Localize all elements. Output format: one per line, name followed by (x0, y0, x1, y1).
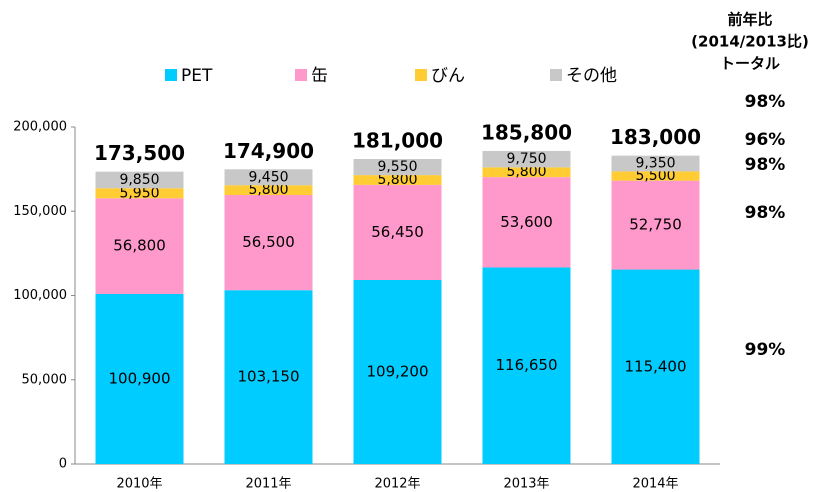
x-tick-label: 2010年 (116, 477, 162, 492)
value-label: 56,450 (371, 223, 424, 241)
bar-segment (482, 167, 571, 178)
bar-segment (224, 290, 313, 464)
y-tick-label: 100,000 (13, 288, 67, 303)
bar-segment (482, 177, 571, 268)
value-label: 52,750 (629, 216, 682, 234)
side-annotation: 98% (745, 92, 786, 112)
side-header: トータル (720, 55, 780, 73)
bar-segment (611, 155, 700, 172)
y-tick-label: 150,000 (13, 204, 67, 219)
value-label: 56,800 (113, 237, 166, 255)
legend-swatch (165, 69, 177, 81)
value-label: 116,650 (495, 356, 557, 374)
value-label: 5,800 (248, 182, 288, 198)
bar-segment (224, 194, 313, 291)
total-label: 183,000 (610, 125, 701, 149)
value-label: 53,600 (500, 213, 553, 231)
value-label: 5,800 (506, 164, 546, 180)
value-label: 103,150 (237, 368, 299, 386)
value-label: 9,350 (635, 156, 675, 172)
bar-segment (353, 175, 442, 185)
side-header: (2014/2013比) (691, 33, 809, 51)
value-label: 9,850 (119, 172, 159, 188)
bar-segment (611, 171, 700, 181)
y-tick-label: 50,000 (22, 372, 68, 387)
total-label: 174,900 (223, 139, 314, 163)
x-tick-label: 2012年 (374, 477, 420, 492)
value-label: 109,200 (366, 362, 428, 380)
value-label: 100,900 (108, 369, 170, 387)
bar-segment (482, 150, 571, 168)
value-label: 9,750 (506, 151, 546, 167)
x-tick-label: 2013年 (503, 477, 549, 492)
value-label: 5,950 (119, 185, 159, 201)
bar-segment (353, 159, 442, 176)
legend-label: その他 (566, 66, 617, 86)
y-tick-label: 200,000 (13, 120, 67, 135)
bar-segment (611, 269, 700, 464)
bar-segment (95, 188, 184, 199)
legend-label: 缶 (311, 66, 328, 86)
bar-segment (353, 279, 442, 464)
side-annotation: 98% (745, 203, 786, 223)
bar-segment (224, 169, 313, 186)
legend-label: びん (431, 66, 465, 86)
y-tick-label: 0 (59, 457, 67, 472)
value-label: 9,550 (377, 159, 417, 175)
value-label: 56,500 (242, 233, 295, 251)
bar-segment (95, 171, 184, 189)
legend-swatch (415, 69, 427, 81)
value-label: 115,400 (624, 357, 686, 375)
side-annotation: 99% (745, 340, 786, 360)
value-label: 9,450 (248, 169, 288, 185)
legend-swatch (550, 69, 562, 81)
bar-segment (611, 180, 700, 270)
legend-label: PET (181, 66, 213, 86)
total-label: 185,800 (481, 120, 572, 144)
legend-swatch (295, 69, 307, 81)
bar-segment (95, 198, 184, 294)
bar-segment (224, 185, 313, 195)
side-header: 前年比 (727, 11, 772, 29)
bar-segment (95, 293, 184, 464)
side-annotation: 98% (745, 155, 786, 175)
bar-segment (482, 267, 571, 464)
total-label: 173,500 (94, 141, 185, 165)
value-label: 5,500 (635, 168, 675, 184)
bar-segment (353, 184, 442, 280)
x-tick-label: 2011年 (245, 477, 291, 492)
x-tick-label: 2014年 (632, 477, 678, 492)
total-label: 181,000 (352, 129, 443, 153)
side-annotation: 96% (745, 130, 786, 150)
value-label: 5,800 (377, 172, 417, 188)
